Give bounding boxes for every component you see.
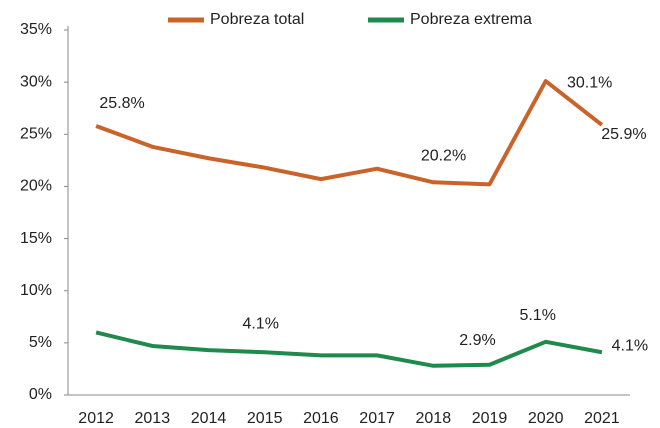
- y-tick-label: 25%: [20, 126, 52, 143]
- data-label: 2.9%: [459, 332, 495, 349]
- data-label: 4.1%: [612, 337, 648, 354]
- y-tick-label: 15%: [20, 230, 52, 247]
- series-line: [95, 330, 603, 368]
- x-tick-label: 2019: [472, 410, 508, 427]
- x-tick-label: 2021: [584, 410, 620, 427]
- y-tick-label: 5%: [29, 334, 52, 351]
- y-tick-label: 30%: [20, 73, 52, 90]
- legend-label: Pobreza total: [210, 11, 304, 28]
- data-label: 25.8%: [99, 95, 144, 112]
- y-tick-label: 0%: [29, 386, 52, 403]
- legend-label: Pobreza extrema: [410, 11, 532, 28]
- x-tick-label: 2013: [135, 410, 171, 427]
- x-tick-label: 2016: [303, 410, 339, 427]
- y-tick-label: 20%: [20, 178, 52, 195]
- x-tick-label: 2012: [78, 410, 114, 427]
- data-label: 30.1%: [567, 74, 612, 91]
- data-label: 20.2%: [421, 148, 466, 165]
- x-tick-label: 2015: [247, 410, 283, 427]
- x-tick-label: 2018: [416, 410, 452, 427]
- x-tick-label: 2014: [191, 410, 227, 427]
- series-line: [95, 79, 604, 187]
- y-tick-label: 10%: [20, 282, 52, 299]
- data-label: 25.9%: [601, 126, 646, 143]
- x-tick-label: 2017: [359, 410, 395, 427]
- y-tick-label: 35%: [20, 21, 52, 38]
- data-label: 5.1%: [519, 307, 555, 324]
- x-tick-label: 2020: [528, 410, 564, 427]
- data-label: 4.1%: [242, 315, 278, 332]
